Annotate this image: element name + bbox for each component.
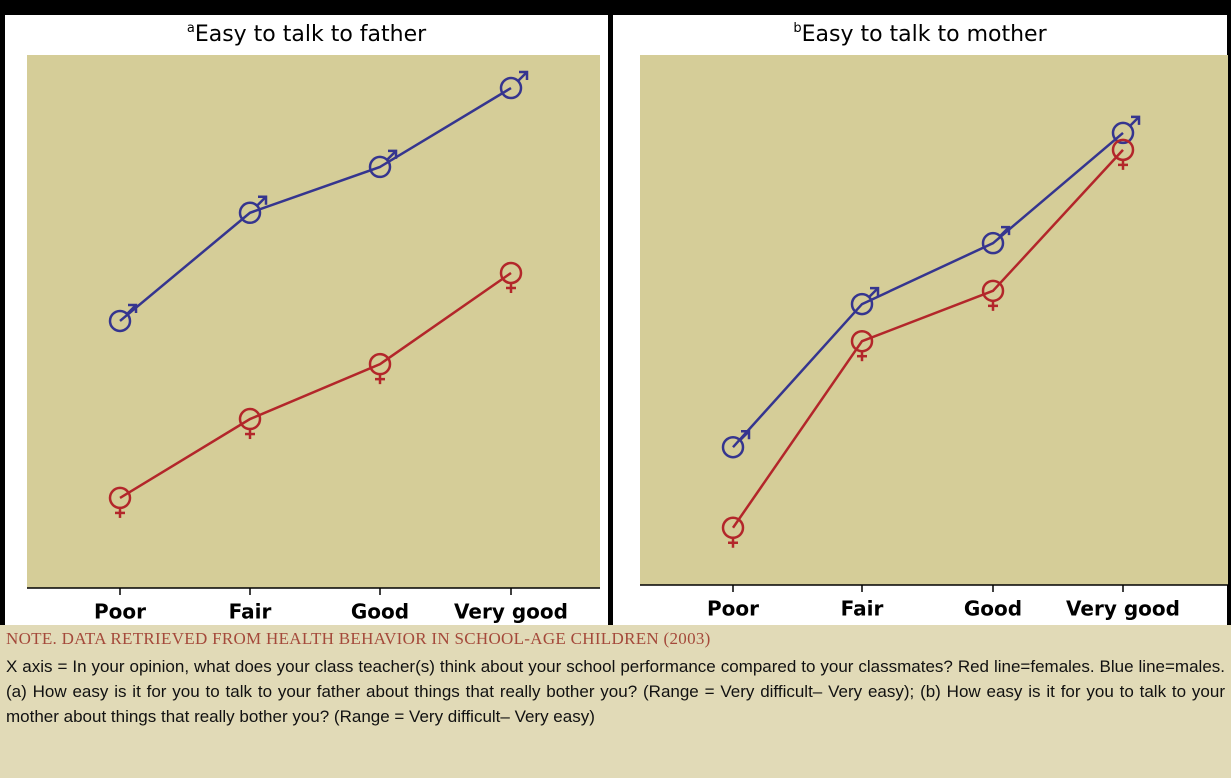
marker-arrow [868, 287, 879, 298]
series-line [731, 149, 1124, 529]
marker-arrow [999, 226, 1010, 238]
note-text: X axis = In your opinion, what does your… [6, 657, 1225, 726]
marker-circle [499, 76, 523, 100]
x-tick-label: Fair [841, 597, 884, 621]
data-point [1111, 115, 1141, 145]
marker-arrow [1129, 116, 1140, 127]
data-point [108, 303, 138, 333]
marker-arrowhead [258, 195, 268, 205]
marker-circle [238, 201, 262, 225]
data-point [721, 429, 751, 459]
title-text: Easy to talk to mother [802, 22, 1048, 47]
note-heading: NOTE. DATA RETRIEVED FROM HEALTH BEHAVIO… [6, 629, 711, 648]
x-tick-label: Very good [454, 600, 568, 624]
x-tick-label: Good [351, 600, 409, 624]
data-point [981, 225, 1011, 255]
marker-arrowhead [1131, 115, 1141, 125]
marker-arrowhead [1001, 225, 1011, 236]
title-marker: b [793, 21, 801, 36]
x-tick-label: Fair [229, 600, 272, 624]
data-point [238, 407, 262, 440]
data-point [368, 352, 392, 385]
plot-area [640, 55, 1228, 585]
x-tick-label: Very good [1066, 597, 1180, 621]
marker-arrow [386, 150, 397, 161]
data-point [499, 261, 523, 293]
data-point [850, 286, 880, 316]
data-point [499, 70, 529, 100]
data-point [721, 516, 745, 548]
marker-circle [721, 435, 745, 459]
marker-arrowhead [870, 286, 880, 297]
title-marker: a [187, 21, 195, 36]
x-tick-label: Poor [94, 600, 146, 624]
marker-arrowhead [128, 303, 138, 313]
data-point [368, 149, 398, 179]
marker-arrow [256, 195, 267, 207]
marker-arrowhead [388, 149, 398, 159]
series-line [119, 86, 512, 322]
data-point [238, 195, 268, 225]
marker-circle [1111, 121, 1135, 145]
marker-arrowhead [741, 429, 751, 440]
x-tick-label: Poor [707, 597, 759, 621]
plot-area [27, 55, 600, 588]
marker-arrow [517, 71, 528, 82]
marker-circle [368, 155, 392, 179]
chart-title: aEasy to talk to father [187, 21, 427, 48]
x-tick-label: Good [964, 597, 1022, 621]
data-point [1111, 138, 1135, 170]
figure: aEasy to talk to father Poor Fair Good Very … [5, 15, 1228, 625]
data-point [108, 486, 132, 518]
marker-circle [108, 309, 132, 333]
series-line [732, 131, 1124, 449]
data-point [850, 329, 874, 362]
marker-arrow [126, 304, 137, 315]
marker-circle [981, 231, 1005, 255]
marker-circle [850, 292, 874, 316]
marker-arrow [739, 430, 750, 442]
marker-arrowhead [519, 70, 529, 81]
data-point [981, 279, 1005, 311]
chart-title: bEasy to talk to mother [793, 21, 1047, 48]
note: NOTE. DATA RETRIEVED FROM HEALTH BEHAVIO… [0, 625, 1231, 778]
series-line [119, 271, 512, 499]
title-text: Easy to talk to father [195, 22, 427, 47]
